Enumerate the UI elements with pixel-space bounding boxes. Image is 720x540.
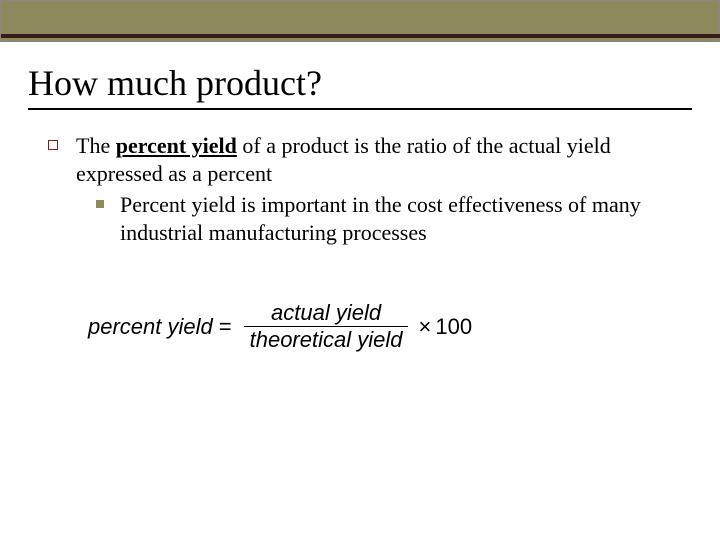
numerator: actual yield <box>265 300 387 326</box>
factor: 100 <box>435 314 472 340</box>
main-emph: percent yield <box>116 133 237 158</box>
small-square-bullet-icon <box>96 200 104 208</box>
denominator: theoretical yield <box>244 327 409 353</box>
header-underline <box>1 34 720 38</box>
slide-content: How much product? The percent yield of a… <box>0 42 720 354</box>
header-bar <box>0 0 720 42</box>
main-pre: The <box>76 133 116 158</box>
sub-bullet-text: Percent yield is important in the cost e… <box>120 191 660 246</box>
main-bullet-text: The percent yield of a product is the ra… <box>76 132 656 187</box>
formula-lhs: percent yield <box>88 314 213 340</box>
times-sign: × <box>418 314 431 340</box>
square-bullet-icon <box>48 140 58 150</box>
title-divider <box>28 108 692 110</box>
slide-title: How much product? <box>28 62 692 104</box>
equals-sign: = <box>219 314 232 340</box>
bullet-level2: Percent yield is important in the cost e… <box>96 191 692 246</box>
bullet-level1: The percent yield of a product is the ra… <box>48 132 692 187</box>
percent-yield-formula: percent yield = actual yield theoretical… <box>88 300 692 354</box>
fraction: actual yield theoretical yield <box>244 300 409 354</box>
